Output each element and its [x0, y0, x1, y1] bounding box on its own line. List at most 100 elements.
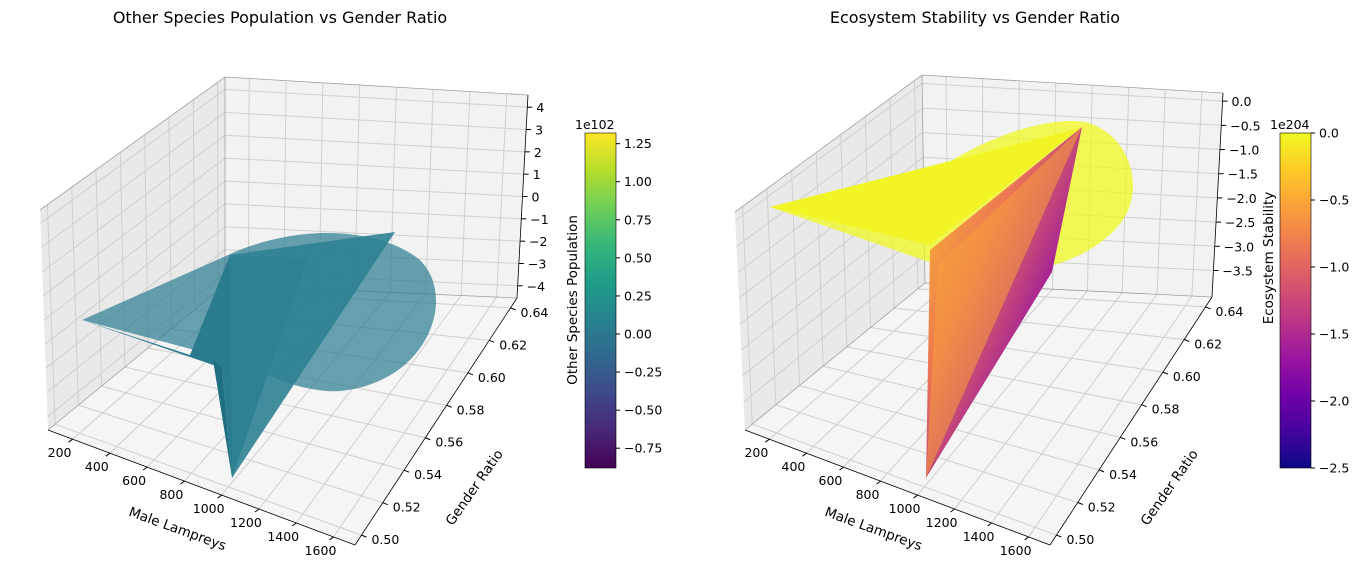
- z-tick-label: 3: [535, 123, 543, 138]
- chart-2-x-axis-line: [744, 429, 1051, 546]
- chart-2: Ecosystem Stability vs Gender Ratio 200 4…: [734, 8, 1349, 558]
- y-tick-mark: [1162, 371, 1169, 375]
- y-tick-label: 0.60: [1173, 369, 1201, 384]
- x-tick-mark: [291, 522, 297, 527]
- chart-2-colorbar-ticks: 0.0 −0.5 −1.0 −1.5 −2.0 −2.5: [1311, 126, 1349, 476]
- y-tick-label: 0.64: [521, 305, 549, 320]
- chart-2-surface-top: [770, 128, 1080, 245]
- chart-2-z-label: Ecosystem Stability: [1261, 192, 1277, 325]
- gridline-z-side: [736, 107, 923, 247]
- x-tick-label: 1600: [305, 543, 337, 558]
- x-tick-label: 600: [122, 473, 146, 488]
- z-tick-label: 2: [534, 145, 542, 160]
- gridline-y: [752, 423, 1057, 536]
- chart-1-colorbar-label: Other Species Population: [565, 215, 581, 385]
- gridline-z-side: [43, 180, 226, 321]
- z-tick-label: −1: [530, 212, 548, 227]
- gridline-x: [917, 290, 1088, 496]
- chart-1-x-ticks: 200 400 600 800 1000 1200 1400 1600: [48, 438, 337, 558]
- x-tick-label: 1600: [1000, 543, 1032, 558]
- chart-1-surface: [82, 232, 437, 478]
- x-tick-mark: [180, 480, 185, 485]
- x-tick-mark: [765, 438, 770, 443]
- z-tick-label: 0: [532, 190, 540, 205]
- x-tick-mark: [1024, 536, 1029, 541]
- gridline-y-side: [840, 134, 848, 347]
- chart-2-x-ticks: 200 400 600 800 1000 1200 1400 1600: [744, 438, 1032, 558]
- gridline-x: [769, 283, 949, 440]
- z-tick-label: −0.5: [1230, 118, 1260, 133]
- chart-1-left-pane: [40, 77, 225, 430]
- y-tick-mark: [1205, 306, 1211, 310]
- gridline-z-side: [41, 134, 226, 273]
- y-tick-label: 0.58: [457, 402, 485, 417]
- chart-1-colorbar-ticks: 1.25 1.00 0.75 0.50 0.25 0.00 −0.25 −0.50 −0.75: [616, 136, 662, 456]
- z-tick-label: −3.0: [1224, 239, 1254, 254]
- gridline-x: [1028, 295, 1193, 538]
- y-tick-mark: [425, 437, 431, 441]
- gridline-x-back: [1156, 89, 1166, 295]
- z-tick-label: 0.0: [1232, 94, 1252, 109]
- x-tick-mark: [217, 494, 222, 499]
- y-tick-mark: [1141, 404, 1147, 408]
- chart-1-y-ticks: 0.50 0.52 0.54 0.56 0.58 0.60 0.62 0.64: [361, 305, 548, 547]
- chart-1-colorbar-offset: 1e102: [575, 117, 615, 132]
- colorbar-tick-label: −2.5: [1319, 461, 1349, 476]
- chart-1-colorbar: [584, 132, 617, 469]
- z-tick-label: 4: [536, 100, 544, 115]
- gridline-x: [954, 292, 1123, 510]
- y-tick-label: 0.64: [1216, 304, 1244, 319]
- colorbar-tick-label: 0.25: [624, 288, 652, 303]
- y-tick-label: 0.56: [435, 435, 463, 450]
- x-tick-mark: [105, 452, 111, 457]
- gridline-z-side: [743, 255, 925, 403]
- x-tick-mark: [142, 466, 148, 471]
- y-tick-mark: [1098, 469, 1105, 473]
- z-tick-label: −1.0: [1229, 143, 1259, 158]
- y-tick-mark: [467, 372, 474, 376]
- y-tick-label: 0.62: [499, 337, 527, 352]
- x-tick-mark: [802, 452, 807, 457]
- x-tick-label: 1000: [889, 501, 921, 516]
- z-tick-label: −3: [528, 256, 546, 271]
- chart-2-colorbar-offset: 1e204: [1270, 117, 1310, 132]
- y-tick-label: 0.50: [371, 532, 399, 547]
- x-tick-label: 600: [819, 473, 843, 488]
- chart-2-title: Ecosystem Stability vs Gender Ratio: [830, 8, 1120, 27]
- chart-1-x-axis-line: [47, 429, 356, 546]
- y-tick-label: 0.52: [1088, 499, 1116, 514]
- gridline-z-side: [44, 203, 226, 345]
- chart-1-y-label: Gender Ratio: [443, 447, 507, 529]
- chart-1-z-ticks: 4 3 2 1 0 −1 −2 −3 −4: [517, 100, 549, 294]
- y-tick-label: 0.62: [1194, 337, 1222, 352]
- x-tick-mark: [913, 494, 918, 499]
- chart-2-z-axis-line: [1211, 92, 1224, 298]
- gridline-z-side: [742, 230, 925, 377]
- chart-1: Other Species Population vs Gender Ratio…: [39, 8, 662, 558]
- z-tick-label: −3.5: [1222, 263, 1252, 278]
- gridline-x-back: [1191, 91, 1203, 297]
- y-tick-mark: [1184, 339, 1190, 342]
- gridline-y-side: [766, 188, 777, 405]
- gridline-y-side: [815, 152, 824, 367]
- gridline-z-back: [224, 226, 521, 242]
- x-tick-mark: [68, 438, 73, 443]
- colorbar-tick-label: −0.25: [624, 365, 662, 380]
- x-tick-mark: [987, 522, 992, 527]
- gridline-z-back: [224, 157, 524, 175]
- colorbar-tick-label: 0.50: [624, 250, 652, 265]
- colorbar-tick-label: −0.50: [624, 403, 662, 418]
- y-tick-label: 0.52: [393, 500, 421, 515]
- chart-2-surface: [770, 120, 1133, 478]
- chart-2-floor-pane: [745, 283, 1212, 545]
- y-tick-mark: [382, 502, 388, 506]
- x-tick-label: 200: [48, 445, 72, 460]
- x-tick-label: 1200: [926, 515, 958, 530]
- chart-2-y-axis-line: [1049, 296, 1213, 546]
- y-tick-mark: [510, 307, 516, 311]
- y-tick-mark: [403, 469, 410, 473]
- chart-2-left-pane: [735, 75, 925, 430]
- colorbar-tick-label: −1.5: [1319, 327, 1349, 342]
- y-tick-label: 0.60: [478, 370, 506, 385]
- y-tick-mark: [361, 534, 367, 538]
